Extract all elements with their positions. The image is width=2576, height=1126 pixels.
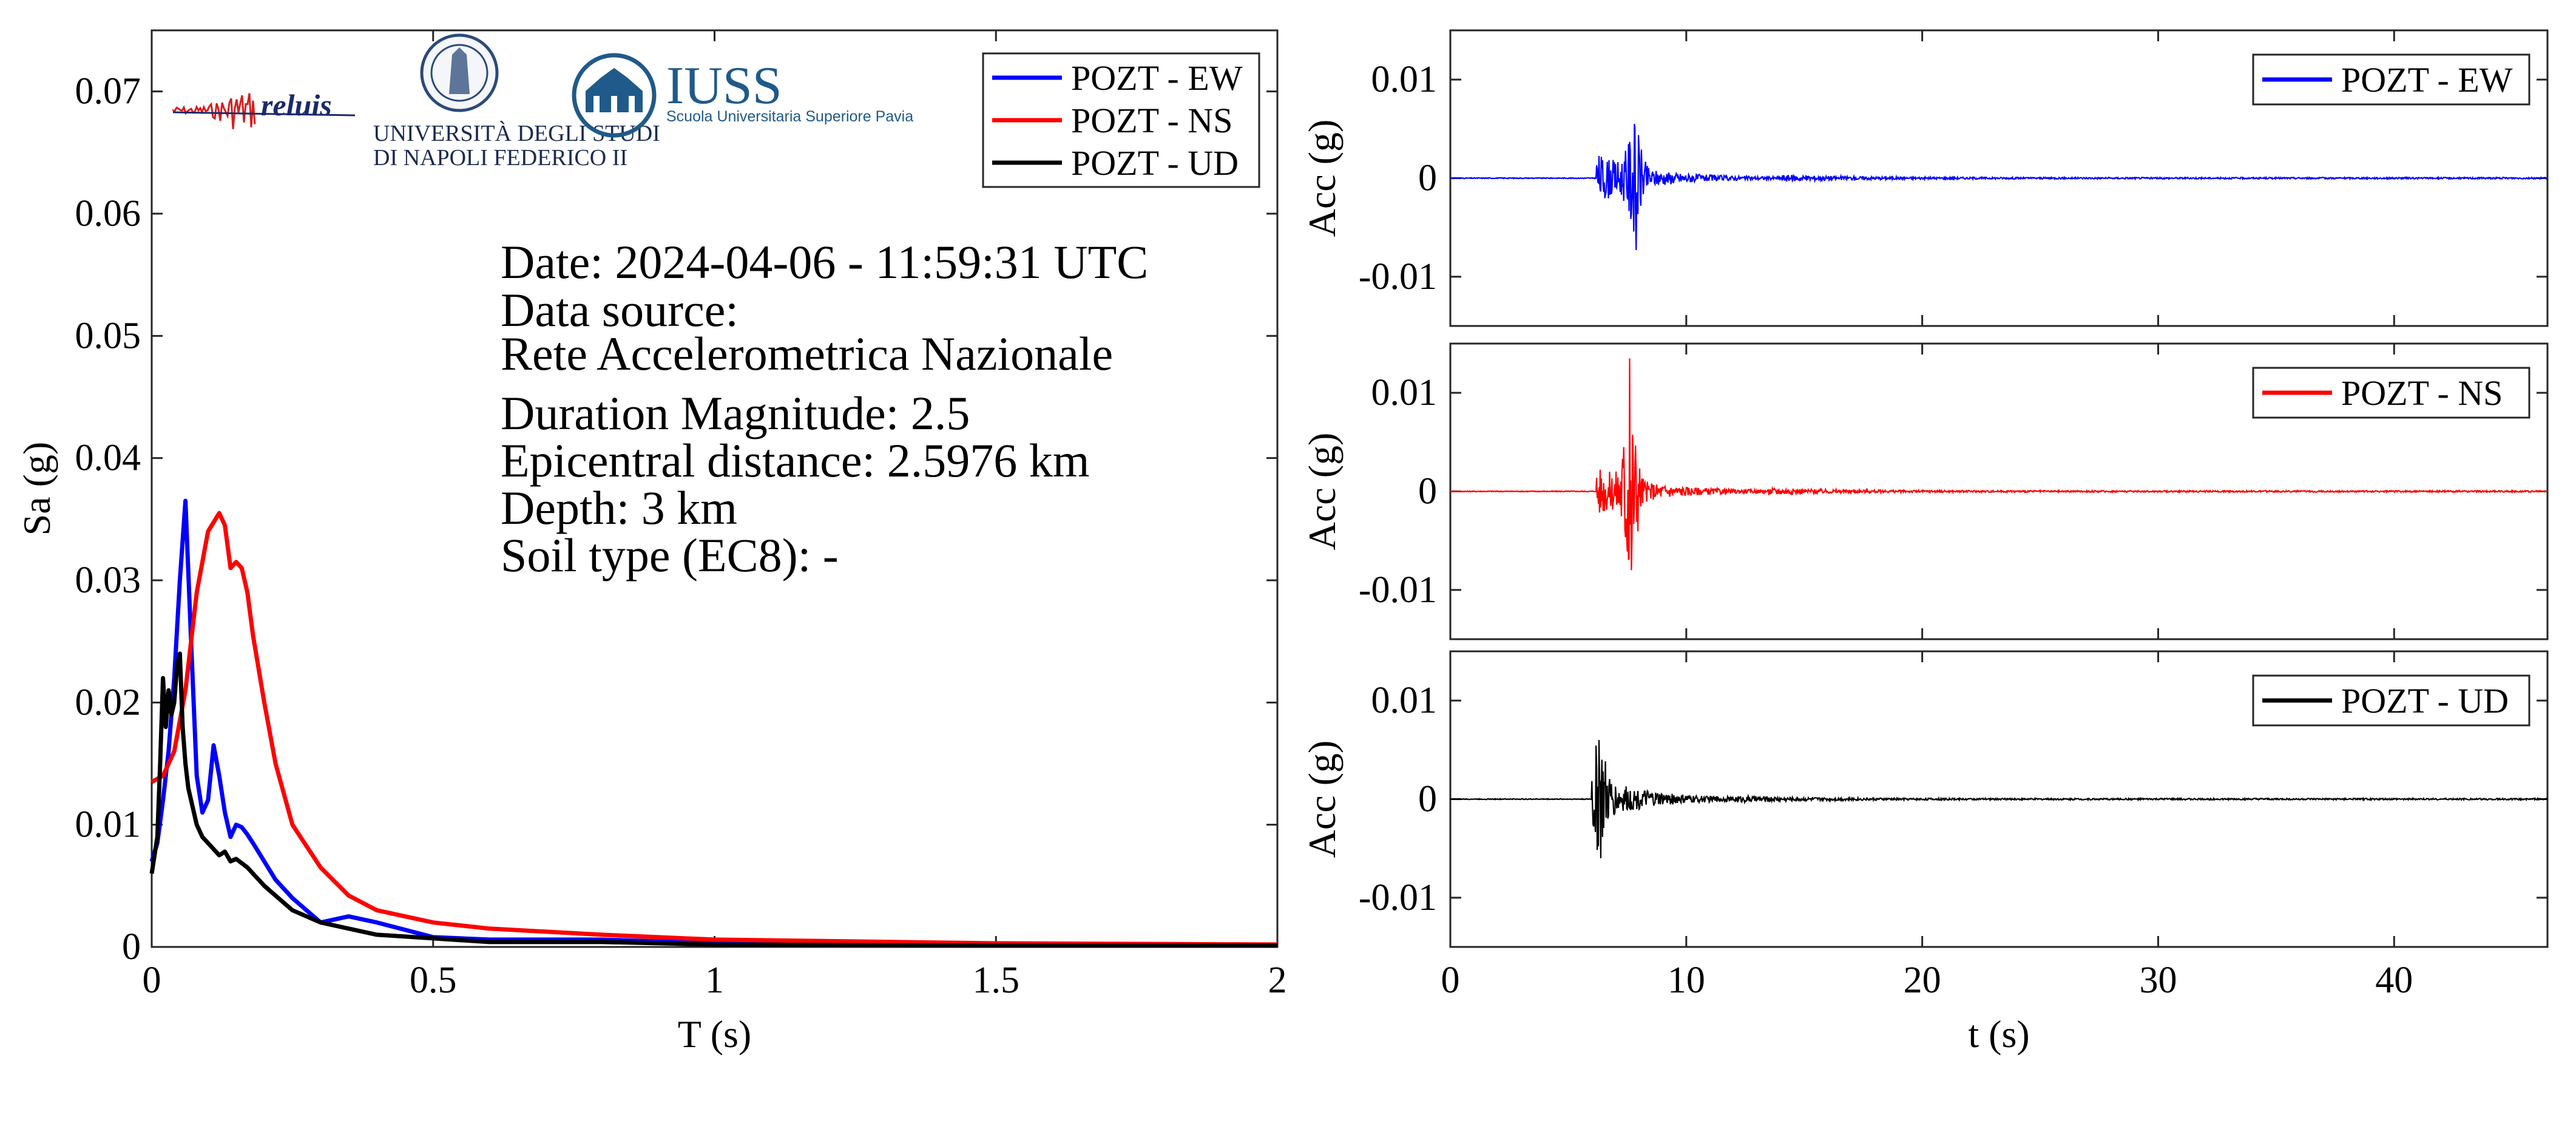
- spectrum-xtick-label: 0: [143, 960, 161, 1001]
- iuss-logo: IUSS Scuola Universitaria Superiore Pavi…: [572, 53, 913, 138]
- info-distance: Epicentral distance: 2.5976 km: [501, 434, 1089, 487]
- spectrum-ytick-label: 0.02: [75, 682, 141, 723]
- acc-xlabel: t (s): [1968, 1012, 2029, 1056]
- spectrum-xtick-label: 0.5: [410, 960, 457, 1001]
- acc-series-ew: [1450, 124, 2548, 251]
- spectrum-ytick-label: 0: [122, 926, 141, 968]
- event-info: Date: 2024-04-06 - 11:59:31 UTC Data sou…: [501, 236, 1148, 582]
- legend-entry: POZT - EW: [2341, 60, 2513, 100]
- legend-entry: POZT - NS: [2341, 373, 2503, 413]
- info-depth: Depth: 3 km: [501, 481, 737, 534]
- legend-entry: POZT - NS: [1071, 101, 1232, 140]
- spectrum-ylabel: Sa (g): [15, 442, 58, 536]
- acc-ylabel-ns: Acc (g): [1300, 433, 1344, 551]
- acc-ytick-label: 0.01: [1371, 680, 1438, 721]
- acc-ytick-label: 0: [1418, 779, 1437, 820]
- info-magnitude: Duration Magnitude: 2.5: [501, 387, 970, 439]
- acc-ylabel-ew: Acc (g): [1300, 120, 1344, 237]
- spectrum-xlabel: T (s): [678, 1012, 751, 1056]
- spectrum-ytick-label: 0.04: [75, 438, 141, 479]
- acc-ylabel-ud: Acc (g): [1300, 741, 1344, 858]
- iuss-subtitle: Scuola Universitaria Superiore Pavia: [666, 108, 913, 125]
- reluis-wave-icon: [172, 93, 256, 129]
- spectrum-panel: 0 0.5 1 1.5 2 0 0.01 0.02 0.03 0.04 0.05 0.06 0.07 T …: [15, 29, 1287, 1056]
- acc-xtick-label: 10: [1668, 960, 1705, 1001]
- spectrum-ytick-label: 0.05: [75, 315, 141, 356]
- acc-ytick-label: -0.01: [1359, 877, 1437, 918]
- info-source: Rete Accelerometrica Nazionale: [501, 327, 1113, 380]
- acc-ytick-label: 0.01: [1371, 59, 1438, 100]
- acc-xtick-label: 30: [2139, 960, 2177, 1001]
- legend-entry: POZT - UD: [1071, 143, 1239, 183]
- spectrum-ytick-label: 0.03: [75, 560, 141, 601]
- legend-entry: POZT - EW: [1071, 58, 1243, 98]
- acc-ytick-label: 0: [1418, 158, 1437, 199]
- acc-xtick-label: 40: [2375, 960, 2413, 1001]
- acceleration-panels: -0.01 0 0.01 Acc (g) POZT - EW -0.01 0 0.01 Acc …: [1300, 29, 2549, 1056]
- info-soil: Soil type (EC8): -: [501, 529, 839, 582]
- reluis-baseline: [172, 111, 356, 117]
- spectrum-xtick-label: 1: [705, 960, 724, 1001]
- legend-entry: POZT - UD: [2341, 681, 2509, 721]
- acc-series-ns: [1450, 358, 2548, 571]
- spectrum-ytick-label: 0.07: [75, 71, 141, 112]
- spectrum-ytick-label: 0.06: [75, 193, 141, 234]
- iuss-title: IUSS: [666, 56, 782, 115]
- acc-ytick-label: 0.01: [1371, 372, 1438, 413]
- acc-series-ud: [1450, 740, 2548, 858]
- unina-line2: DI NAPOLI FEDERICO II: [373, 145, 627, 171]
- acc-xtick-label: 0: [1441, 960, 1460, 1001]
- spectrum-xtick-label: 1.5: [973, 960, 1020, 1001]
- acc-ytick-label: -0.01: [1359, 569, 1437, 611]
- spectrum-series-ud: [149, 651, 1277, 948]
- spectrum-xtick-label: 2: [1268, 960, 1287, 1001]
- info-date: Date: 2024-04-06 - 11:59:31 UTC: [501, 236, 1148, 288]
- reluis-logo: reluis: [172, 88, 356, 129]
- iuss-emblem-icon: [572, 53, 657, 138]
- acc-ytick-label: -0.01: [1359, 256, 1437, 297]
- spectrum-series-ns: [150, 510, 1278, 947]
- acc-xtick-label: 20: [1904, 960, 1941, 1001]
- acc-ytick-label: 0: [1418, 471, 1437, 512]
- reluis-text: reluis: [261, 88, 332, 122]
- logos: reluis UNIVERSITÀ DEGLI STUDI DI NAPOLI …: [172, 33, 913, 171]
- spectrum-ytick-label: 0.01: [75, 804, 141, 846]
- info-source-label: Data source:: [501, 283, 739, 336]
